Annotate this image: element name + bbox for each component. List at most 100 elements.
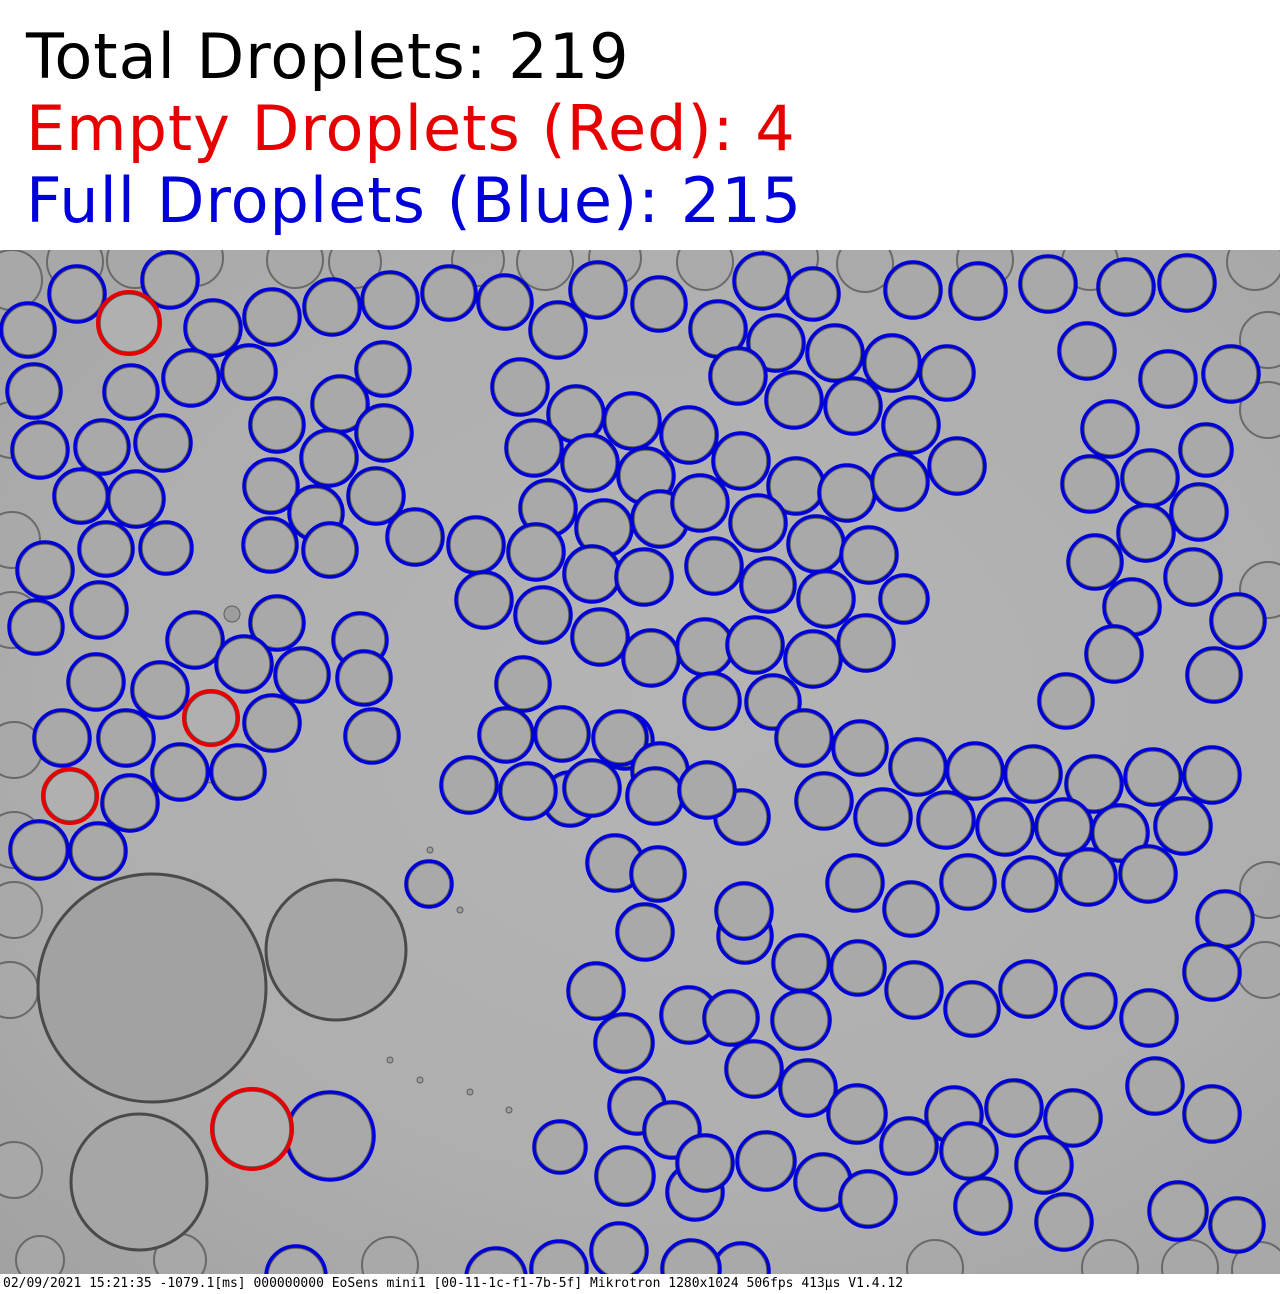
full-droplet-outline xyxy=(1178,422,1234,478)
droplet xyxy=(516,250,574,291)
full-droplet-outline xyxy=(528,300,588,360)
droplet xyxy=(186,301,240,355)
droplet xyxy=(1172,485,1226,539)
droplet xyxy=(223,346,275,398)
droplet xyxy=(747,676,799,728)
droplet xyxy=(50,267,104,321)
droplet xyxy=(251,399,303,451)
droplet xyxy=(99,711,153,765)
empty-droplet-outline xyxy=(210,1087,294,1171)
droplet xyxy=(728,618,782,672)
droplet xyxy=(836,250,894,293)
droplet xyxy=(563,436,617,490)
droplet xyxy=(213,1090,291,1168)
droplet xyxy=(304,524,356,576)
full-droplet-outline xyxy=(785,266,841,322)
full-droplet-outline xyxy=(498,761,558,821)
droplet xyxy=(856,790,910,844)
droplet xyxy=(942,856,994,908)
droplet xyxy=(832,942,884,994)
droplet xyxy=(388,510,442,564)
droplet xyxy=(507,421,561,475)
full-droplet-outline xyxy=(0,301,57,359)
droplet xyxy=(0,881,43,939)
full-droplet-outline xyxy=(560,433,620,493)
droplet xyxy=(302,431,356,485)
full-droplet-outline xyxy=(1169,482,1229,542)
full-droplet-outline xyxy=(1060,454,1120,514)
droplet xyxy=(536,708,588,760)
droplet xyxy=(1037,800,1091,854)
empty-droplet-outline xyxy=(96,290,162,356)
full-droplet-outline xyxy=(770,989,832,1051)
full-droplet-outline xyxy=(273,646,331,704)
full-droplet-outline xyxy=(826,1083,888,1145)
droplet xyxy=(711,349,765,403)
droplet xyxy=(13,423,67,477)
droplet xyxy=(346,710,398,762)
full-droplet-outline xyxy=(1116,503,1176,563)
full-droplet-outline xyxy=(248,396,306,454)
full-droplet-outline xyxy=(1057,321,1117,381)
full-droplet-outline xyxy=(138,520,194,576)
droplet xyxy=(742,559,794,611)
full-droplet-outline xyxy=(1018,254,1078,314)
droplet xyxy=(1119,506,1173,560)
droplet xyxy=(1063,975,1115,1027)
droplet xyxy=(1021,257,1075,311)
empty-droplets-label: Empty Droplets (Red): 4 xyxy=(26,92,796,165)
droplet xyxy=(457,573,511,627)
droplet xyxy=(618,905,672,959)
droplet xyxy=(1122,991,1176,1045)
droplet xyxy=(680,763,734,817)
droplet xyxy=(1017,1138,1071,1192)
droplet xyxy=(673,476,727,530)
full-droplet-outline xyxy=(984,1078,1044,1138)
full-droplet-outline xyxy=(630,275,688,333)
full-droplet-outline xyxy=(299,428,359,488)
droplet xyxy=(685,674,739,728)
full-droplet-outline xyxy=(533,705,591,763)
large-drop xyxy=(264,878,408,1022)
droplet xyxy=(497,658,549,710)
droplet xyxy=(1160,256,1214,310)
full-droplet-outline xyxy=(591,709,649,767)
full-droplet-outline xyxy=(241,516,299,574)
droplet xyxy=(1099,260,1153,314)
full-droplet-outline xyxy=(684,536,744,596)
full-droplet-outline xyxy=(725,615,785,675)
droplet xyxy=(978,800,1032,854)
full-droplet-outline xyxy=(927,436,987,496)
droplet xyxy=(69,655,123,709)
droplet xyxy=(605,394,659,448)
full-droplet-outline xyxy=(1084,624,1144,684)
droplet xyxy=(11,822,67,878)
full-droplet-outline xyxy=(879,1116,939,1176)
droplet xyxy=(596,1015,652,1071)
droplet-micrograph-canvas xyxy=(0,250,1280,1274)
large-drop xyxy=(36,872,268,1104)
droplet xyxy=(245,290,299,344)
droplet xyxy=(328,250,382,289)
full-droplet-outline xyxy=(1014,1135,1074,1195)
droplet xyxy=(80,523,132,575)
full-droplet-outline xyxy=(439,755,499,815)
full-droplet-outline xyxy=(794,771,854,831)
droplet xyxy=(633,278,685,330)
droplet xyxy=(212,746,264,798)
full-droplet-outline xyxy=(675,1133,735,1193)
droplet xyxy=(55,470,107,522)
droplet xyxy=(841,1172,895,1226)
full-droplet-outline xyxy=(1119,988,1179,1048)
debris-particle xyxy=(466,1088,474,1096)
full-droplet-outline xyxy=(1003,744,1063,804)
full-droplet-outline xyxy=(1090,803,1150,863)
droplet xyxy=(168,613,222,667)
droplet xyxy=(1185,945,1239,999)
full-droplet-outline xyxy=(642,1100,702,1160)
full-droplet-outline xyxy=(702,989,760,1047)
droplet xyxy=(1161,1239,1219,1274)
full-droplet-outline xyxy=(918,344,976,402)
droplet xyxy=(663,1241,719,1274)
droplet xyxy=(423,267,475,319)
